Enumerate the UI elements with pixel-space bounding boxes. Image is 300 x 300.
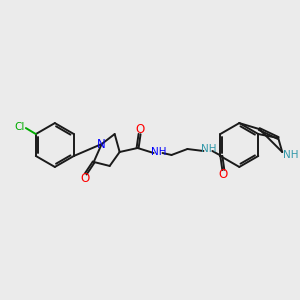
Text: N: N — [97, 137, 106, 151]
Text: Cl: Cl — [15, 122, 25, 132]
Text: O: O — [80, 172, 89, 185]
Text: O: O — [219, 168, 228, 182]
Text: NH: NH — [201, 144, 216, 154]
Text: NH: NH — [284, 150, 299, 160]
Text: NH: NH — [151, 147, 166, 157]
Text: O: O — [135, 123, 144, 136]
